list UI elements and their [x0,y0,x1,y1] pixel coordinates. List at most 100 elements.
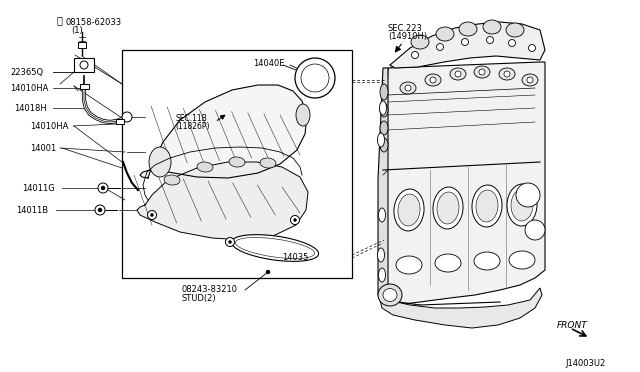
Circle shape [225,237,234,247]
Text: SEC.223: SEC.223 [388,23,423,32]
Ellipse shape [400,82,416,94]
Ellipse shape [506,23,524,37]
Polygon shape [378,68,388,305]
Ellipse shape [380,101,387,115]
Circle shape [122,112,132,122]
Ellipse shape [380,84,388,100]
Circle shape [412,51,419,58]
Ellipse shape [474,66,490,78]
Bar [78,42,86,48]
Circle shape [405,85,411,91]
Text: (1): (1) [71,26,83,35]
Circle shape [147,211,157,219]
Circle shape [301,64,329,92]
Polygon shape [137,162,308,240]
Ellipse shape [474,252,500,270]
Circle shape [98,208,102,212]
Ellipse shape [378,208,385,222]
Ellipse shape [483,20,501,34]
Ellipse shape [383,289,397,301]
Ellipse shape [380,138,388,152]
Ellipse shape [522,74,538,86]
Ellipse shape [435,254,461,272]
Ellipse shape [378,268,385,282]
Ellipse shape [433,187,463,229]
Bar [74,58,94,72]
Ellipse shape [229,157,245,167]
Ellipse shape [380,103,388,117]
Text: 14010HA: 14010HA [30,122,68,131]
Circle shape [455,71,461,77]
Polygon shape [383,62,545,305]
Ellipse shape [394,189,424,231]
Text: 14001: 14001 [30,144,56,153]
Ellipse shape [149,147,171,177]
Circle shape [461,38,468,45]
Ellipse shape [236,237,315,259]
Text: J14003U2: J14003U2 [565,359,605,369]
Ellipse shape [378,284,402,306]
Circle shape [527,77,533,83]
Circle shape [101,186,105,190]
Ellipse shape [509,251,535,269]
Circle shape [525,220,545,240]
Text: 22365Q: 22365Q [10,67,43,77]
Ellipse shape [499,68,515,80]
Text: FRONT: FRONT [557,321,588,330]
Circle shape [150,214,154,217]
Circle shape [504,71,510,77]
Circle shape [479,69,485,75]
Circle shape [291,215,300,224]
Circle shape [98,183,108,193]
Text: SEC.11B: SEC.11B [175,113,207,122]
Text: 08243-83210: 08243-83210 [182,285,238,295]
Text: Ⓑ: Ⓑ [57,15,63,25]
Text: 14011G: 14011G [22,183,55,192]
Circle shape [529,45,536,51]
Ellipse shape [507,184,537,226]
Bar [80,84,89,89]
Text: (11826P): (11826P) [175,122,209,131]
Circle shape [228,241,232,244]
Ellipse shape [232,235,319,262]
Ellipse shape [450,68,466,80]
Ellipse shape [437,192,459,224]
Ellipse shape [511,189,533,221]
Ellipse shape [260,158,276,168]
Ellipse shape [396,256,422,274]
Ellipse shape [378,133,385,147]
Ellipse shape [436,27,454,41]
Text: 14040E: 14040E [253,58,285,67]
Circle shape [295,58,335,98]
Ellipse shape [378,248,385,262]
Text: 14035: 14035 [282,253,308,263]
Circle shape [516,183,540,207]
Bar [116,119,124,124]
Polygon shape [380,288,542,328]
Text: 14018H: 14018H [14,103,47,112]
Text: STUD(2): STUD(2) [182,294,216,302]
Circle shape [509,39,515,46]
Text: 08158-62033: 08158-62033 [65,17,121,26]
Polygon shape [140,85,307,178]
Ellipse shape [296,104,310,126]
Circle shape [294,218,296,221]
Ellipse shape [164,175,180,185]
Ellipse shape [476,190,498,222]
Circle shape [430,77,436,83]
Circle shape [486,36,493,44]
Ellipse shape [459,22,477,36]
Text: 14010HA: 14010HA [10,83,49,93]
Circle shape [95,205,105,215]
Ellipse shape [472,185,502,227]
Bar [122,50,352,278]
Text: (14910H): (14910H) [388,32,427,41]
Ellipse shape [398,194,420,226]
Circle shape [436,44,444,51]
Circle shape [266,270,270,274]
Ellipse shape [411,35,429,49]
Ellipse shape [425,74,441,86]
Polygon shape [390,22,545,68]
Circle shape [80,61,88,69]
Text: 14011B: 14011B [16,205,48,215]
